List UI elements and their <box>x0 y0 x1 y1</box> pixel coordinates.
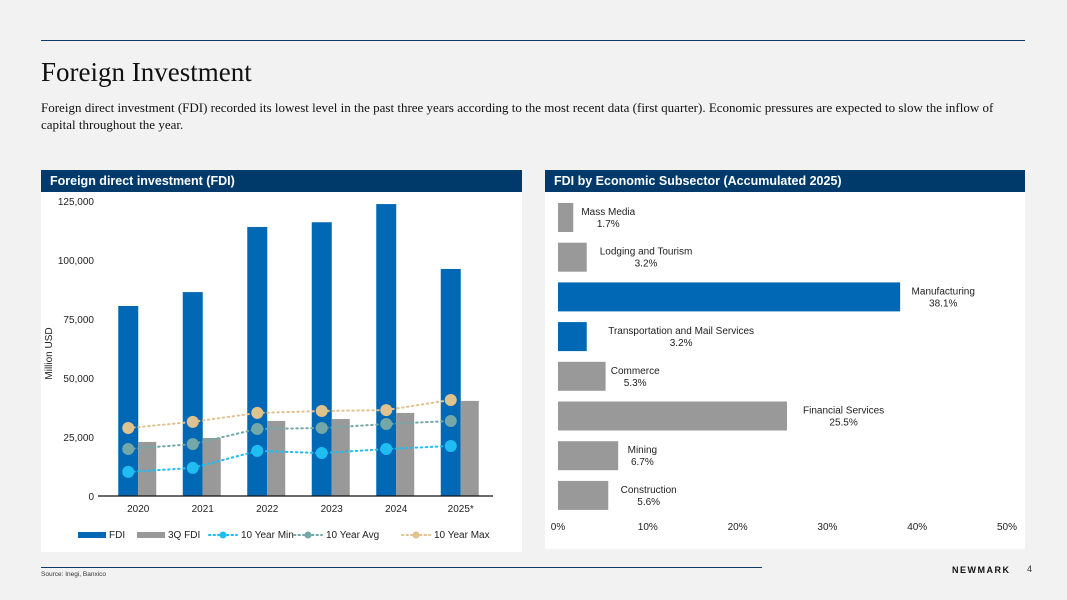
subsector-label: Construction <box>621 485 677 496</box>
fdi-chart: 0 25,000 50,000 75,000 100,000 125,000 Million… <box>44 197 493 541</box>
ten-year-min-line <box>127 444 452 473</box>
legend: FDI 3Q FDI 10 Year Min 10 Year Avg 10 Year M… <box>78 530 490 541</box>
legend-q3-fdi-swatch <box>137 532 165 538</box>
subsector-bar <box>558 401 787 431</box>
legend-max-label: 10 Year Max <box>434 530 490 541</box>
y-tick-label: 75,000 <box>63 315 94 326</box>
q3-fdi-bar <box>202 437 221 496</box>
ten-year-min-point <box>444 439 457 452</box>
ten-year-max-point <box>315 405 328 418</box>
subsector-label: Financial Services <box>803 406 884 417</box>
y-tick-label: 50,000 <box>63 374 94 385</box>
subsector-value-label: 3.2% <box>670 338 693 349</box>
legend-avg-marker <box>304 531 312 539</box>
subsector-bar <box>558 441 619 471</box>
subsector-label: Mining <box>628 445 657 456</box>
ten-year-avg-point <box>444 414 457 427</box>
top-divider <box>41 40 1025 41</box>
x-tick-label: 2022 <box>256 504 279 515</box>
ten-year-min-point <box>122 465 135 478</box>
subsector-label: Mass Media <box>581 207 635 218</box>
ten-year-avg-line <box>127 419 452 451</box>
q3-fdi-bar <box>267 420 286 496</box>
source-note: Source: Inegi, Banxico <box>41 571 107 578</box>
x-tick-label: 50% <box>997 522 1017 533</box>
subsector-value-label: 1.7% <box>597 219 620 230</box>
y-axis-label: Million USD <box>44 327 55 379</box>
legend-q3-fdi-label: 3Q FDI <box>168 530 200 541</box>
subsector-label: Manufacturing <box>912 286 975 297</box>
ten-year-max-point <box>122 422 135 435</box>
x-tick-label: 2020 <box>127 504 150 515</box>
ten-year-min-point <box>380 443 393 456</box>
fdi-chart-panel: Foreign direct investment (FDI) 0 25,000 5… <box>41 170 522 552</box>
subsector-bar <box>558 322 587 352</box>
legend-fdi-swatch <box>78 532 106 538</box>
bottom-divider <box>41 567 762 568</box>
ten-year-avg-point <box>251 422 264 435</box>
subsector-value-label: 25.5% <box>829 418 857 429</box>
subsector-bar <box>558 282 901 312</box>
ten-year-max-point <box>444 393 457 406</box>
legend-avg-label: 10 Year Avg <box>326 530 379 541</box>
ten-year-min-point <box>251 444 264 457</box>
legend-min-label: 10 Year Min <box>241 530 294 541</box>
legend-max-marker <box>412 531 420 539</box>
subsector-chart-panel: FDI by Economic Subsector (Accumulated 2… <box>545 170 1025 549</box>
y-tick-label: 100,000 <box>58 256 95 267</box>
ten-year-avg-point <box>186 438 199 451</box>
y-tick-label: 25,000 <box>63 433 94 444</box>
legend-fdi-label: FDI <box>109 530 125 541</box>
ten-year-avg-point <box>380 418 393 431</box>
subsector-value-label: 5.6% <box>637 497 660 508</box>
page-title: Foreign Investment <box>41 57 252 87</box>
subsector-bar <box>558 480 609 510</box>
x-tick-label: 2024 <box>385 504 408 515</box>
ten-year-max-line <box>127 398 452 430</box>
subsector-value-label: 38.1% <box>929 298 957 309</box>
ten-year-min-point <box>315 447 328 460</box>
x-tick-label: 30% <box>817 522 837 533</box>
fdi-bar <box>440 268 461 496</box>
subsector-bar <box>558 242 587 272</box>
subsector-chart-title: FDI by Economic Subsector (Accumulated 2… <box>545 170 1025 192</box>
legend-min-marker <box>219 531 227 539</box>
subsector-value-label: 3.2% <box>635 259 658 270</box>
ten-year-max-point <box>380 404 393 417</box>
ten-year-max-point <box>251 406 264 419</box>
q3-fdi-bar <box>396 412 415 496</box>
y-tick-label: 125,000 <box>58 197 95 208</box>
fdi-chart-title: Foreign direct investment (FDI) <box>41 170 522 192</box>
brand-logo: NEWMARK <box>952 565 1011 575</box>
y-tick-label: 0 <box>88 492 94 503</box>
ten-year-avg-point <box>315 422 328 435</box>
x-tick-label: 20% <box>728 522 748 533</box>
subsector-label: Commerce <box>611 366 660 377</box>
subsector-label: Lodging and Tourism <box>600 247 693 258</box>
subsector-label: Transportation and Mail Services <box>608 326 754 337</box>
subsector-bar <box>558 361 606 391</box>
ten-year-max-point <box>186 415 199 428</box>
subsector-value-label: 6.7% <box>631 457 654 468</box>
subsector-value-label: 5.3% <box>624 378 647 389</box>
q3-fdi-bar <box>460 400 479 496</box>
subsector-bar <box>558 203 574 232</box>
x-tick-label: 2025* <box>448 504 474 515</box>
x-tick-label: 10% <box>638 522 658 533</box>
x-tick-label: 2023 <box>321 504 344 515</box>
intro-paragraph: Foreign direct investment (FDI) recorded… <box>41 100 994 132</box>
ten-year-avg-point <box>122 443 135 456</box>
ten-year-min-point <box>186 461 199 474</box>
page-number: 4 <box>1027 564 1033 574</box>
q3-fdi-bar <box>138 441 157 496</box>
q3-fdi-bar <box>331 419 350 496</box>
x-tick-label: 2021 <box>192 504 215 515</box>
x-tick-label: 0% <box>551 522 566 533</box>
x-tick-label: 40% <box>907 522 927 533</box>
